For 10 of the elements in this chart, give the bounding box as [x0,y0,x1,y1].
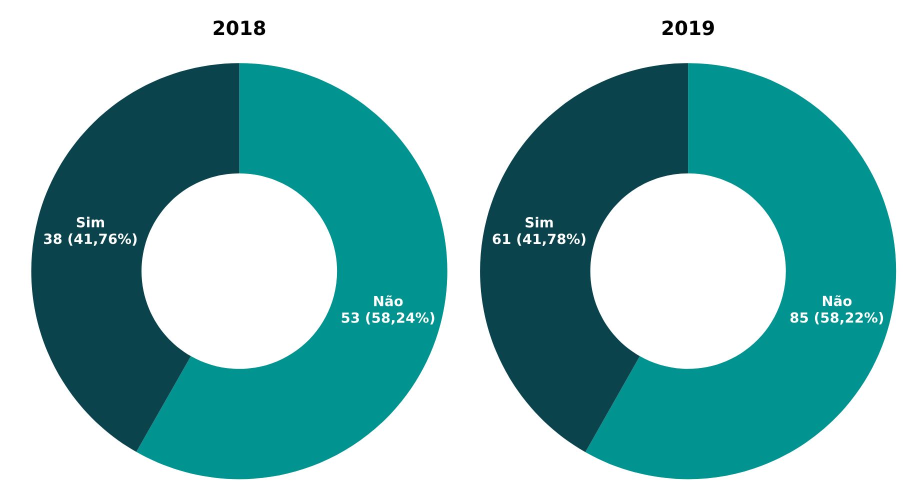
data-label: 61 (41,78%) [492,233,586,246]
data-label: 38 (41,76%) [44,233,137,246]
data-label: 85 (58,22%) [790,312,884,325]
slice-label: Sim [76,216,104,228]
chart-title: 2018 [214,20,266,36]
slice-label: Sim [526,216,553,228]
slice-label: Não [822,295,852,306]
data-label: 53 (58,24%) [342,312,434,325]
slice-label: Não [374,295,403,306]
chart-title: 2019 [662,20,714,36]
